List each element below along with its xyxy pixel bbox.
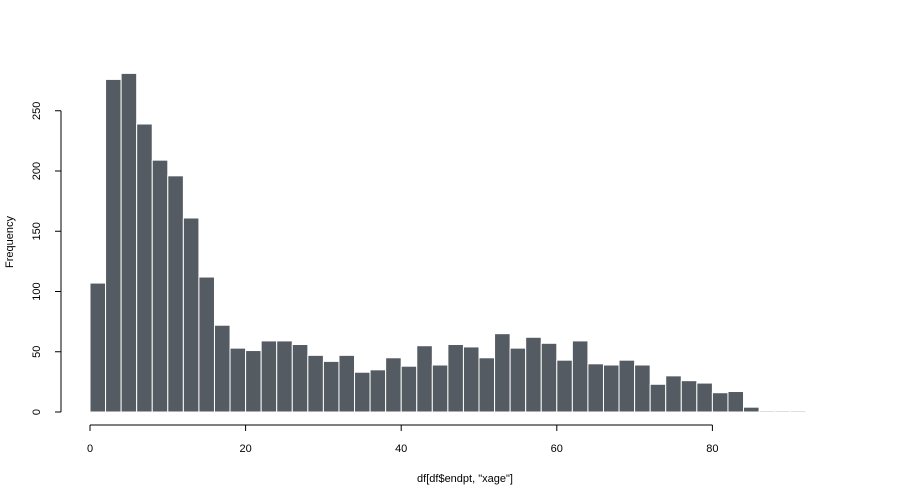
histogram-bar (727, 391, 745, 413)
histogram-bar (369, 369, 387, 413)
histogram-bar (213, 324, 231, 413)
y-tick-label: 100 (31, 282, 43, 300)
y-tick-label: 150 (31, 222, 43, 240)
histogram-bar (167, 175, 184, 413)
y-axis-title: Frequency (4, 216, 16, 268)
histogram-bar (478, 357, 496, 413)
y-tick-label: 0 (31, 409, 43, 415)
histogram-bar (696, 382, 713, 413)
histogram-bar (338, 354, 356, 413)
histogram-bar (680, 380, 698, 413)
x-tick-label: 40 (395, 443, 407, 455)
histogram-bar (89, 282, 107, 413)
bars-group (89, 72, 807, 413)
histogram-bar (789, 410, 807, 413)
y-tick-label: 50 (31, 346, 43, 358)
histogram-bar (245, 350, 262, 413)
histogram-bar (649, 383, 667, 413)
histogram-bar (509, 347, 527, 413)
histogram-bar (198, 276, 215, 413)
histogram-bar (416, 345, 433, 413)
histogram-bar (307, 354, 324, 413)
x-tick-label: 20 (239, 443, 251, 455)
histogram-bar (431, 364, 449, 413)
histogram-bar (587, 363, 604, 413)
histogram-bar (400, 365, 418, 413)
histogram-bar (354, 371, 371, 413)
y-tick-label: 200 (31, 162, 43, 180)
x-tick-label: 60 (551, 443, 563, 455)
histogram-bar (105, 78, 122, 413)
y-tick-label: 250 (31, 102, 43, 120)
histogram-bar (556, 359, 573, 413)
histogram-bar (447, 344, 464, 413)
histogram-bar (525, 336, 542, 413)
histogram-bar (618, 359, 636, 413)
histogram-bar (151, 159, 169, 413)
histogram-bar (385, 357, 402, 413)
histogram-bar (758, 410, 776, 413)
x-axis-ticks: 0 20 40 60 80 (87, 425, 719, 455)
histogram-bar (540, 342, 558, 413)
y-axis-ticks: 0 50 100 150 200 250 (31, 102, 61, 415)
histogram-bar (665, 375, 682, 413)
x-tick-label: 80 (706, 443, 718, 455)
histogram-bar (322, 360, 340, 413)
histogram-bar (136, 123, 153, 413)
histogram-bar (291, 344, 309, 413)
histogram-bar (462, 346, 480, 413)
x-axis-title: df[df$endpt, "xage"] (417, 473, 513, 485)
histogram-bar (260, 340, 278, 413)
histogram-bar (774, 410, 791, 413)
histogram-bar (602, 364, 620, 413)
histogram-bar (571, 340, 589, 413)
histogram-bar (494, 333, 511, 413)
histogram-bar (229, 347, 247, 413)
histogram-bar (743, 406, 760, 413)
histogram-bar (182, 217, 200, 413)
histogram-bar (276, 340, 293, 413)
histogram-bar (634, 364, 651, 413)
histogram-bar (711, 392, 729, 413)
histogram-bar (120, 72, 138, 413)
x-tick-label: 0 (87, 443, 93, 455)
